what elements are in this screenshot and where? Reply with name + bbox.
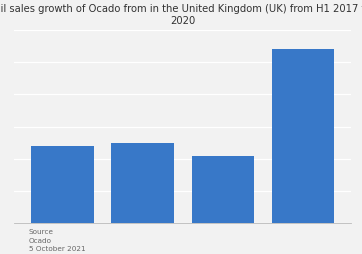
Title: Retail sales growth of Ocado from in the United Kingdom (UK) from H1 2017 to H1
: Retail sales growth of Ocado from in the… — [0, 4, 362, 26]
Text: Source
Ocado
5 October 2021: Source Ocado 5 October 2021 — [29, 229, 85, 251]
Bar — [191, 156, 254, 224]
Bar — [272, 50, 334, 224]
Bar — [111, 143, 174, 224]
Bar — [31, 146, 94, 224]
